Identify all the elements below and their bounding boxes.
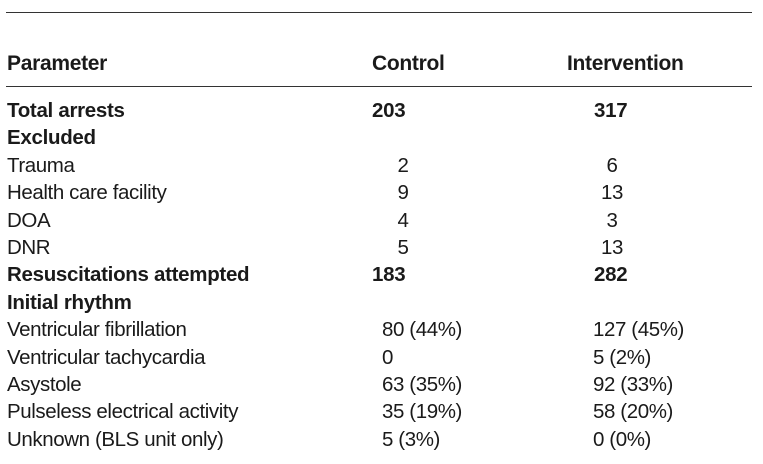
row-control-value: 80 (44%) — [382, 318, 462, 342]
row-intervention-value: 58 (20%) — [593, 400, 673, 424]
row-control-value: 5 — [397, 235, 409, 259]
table-row: Asystole 63 (35%) 92 (33%) — [0, 371, 763, 398]
table-row: Pulseless electrical activity 35 (19%) 58 … — [0, 398, 763, 425]
row-control-value: 0 — [382, 345, 394, 369]
table-row: Total arrests 203 317 — [0, 97, 763, 124]
table-row: Ventricular tachycardia 0 5 (2%) — [0, 344, 763, 371]
row-intervention-value: 6 — [606, 153, 618, 177]
header-parameter: Parameter — [7, 52, 108, 75]
table-row: Resuscitations attempted 183 282 — [0, 261, 763, 288]
row-intervention-value: 5 (2%) — [593, 345, 651, 369]
header-control: Control — [372, 52, 445, 75]
table-header-rule — [6, 86, 752, 87]
row-control-value: 63 (35%) — [382, 372, 462, 396]
table-row: Health care facility 9 13 — [0, 179, 763, 206]
table-row: Excluded — [0, 124, 763, 151]
row-parameter: DNR — [7, 235, 51, 259]
row-parameter: Total arrests — [7, 99, 125, 122]
table-body: Total arrests 203 317 Excluded Trauma 2 6 Healt… — [0, 97, 763, 453]
row-parameter: Unknown (BLS unit only) — [7, 427, 224, 451]
row-parameter: Trauma — [7, 153, 75, 177]
row-control-value: 183 — [372, 263, 406, 287]
row-intervention-value: 13 — [600, 235, 623, 259]
table-row: Unknown (BLS unit only) 5 (3%) 0 (0%) — [0, 426, 763, 453]
row-control-value: 5 (3%) — [382, 427, 440, 451]
table-row: DNR 5 13 — [0, 234, 763, 261]
row-parameter: DOA — [7, 208, 51, 232]
table-row: Initial rhythm — [0, 289, 763, 316]
row-control-value: 2 — [397, 153, 409, 177]
row-parameter: Pulseless electrical activity — [7, 400, 239, 424]
row-parameter: Resuscitations attempted — [7, 263, 250, 287]
table-row: DOA 4 3 — [0, 207, 763, 234]
row-intervention-value: 317 — [594, 99, 628, 122]
table-row: Ventricular fibrillation 80 (44%) 127 (45%… — [0, 316, 763, 343]
table-header-row: Parameter Control Intervention — [0, 52, 763, 80]
row-parameter: Asystole — [7, 372, 82, 396]
row-control-value: 9 — [397, 181, 409, 205]
row-intervention-value: 3 — [606, 208, 618, 232]
row-control-value: 35 (19%) — [382, 400, 462, 424]
row-control-value: 4 — [397, 208, 409, 232]
table-row: Trauma 2 6 — [0, 152, 763, 179]
row-intervention-value: 13 — [600, 181, 623, 205]
row-parameter: Health care facility — [7, 181, 167, 205]
row-parameter: Ventricular tachycardia — [7, 345, 206, 369]
row-intervention-value: 127 (45%) — [593, 318, 684, 342]
table-top-rule — [6, 12, 752, 13]
header-intervention: Intervention — [567, 52, 684, 75]
row-intervention-value: 92 (33%) — [593, 372, 673, 396]
row-parameter: Excluded — [7, 126, 96, 150]
row-parameter: Initial rhythm — [7, 290, 132, 314]
row-parameter: Ventricular fibrillation — [7, 318, 187, 342]
row-intervention-value: 282 — [594, 263, 628, 287]
row-control-value: 203 — [372, 99, 406, 122]
row-intervention-value: 0 (0%) — [593, 427, 651, 451]
